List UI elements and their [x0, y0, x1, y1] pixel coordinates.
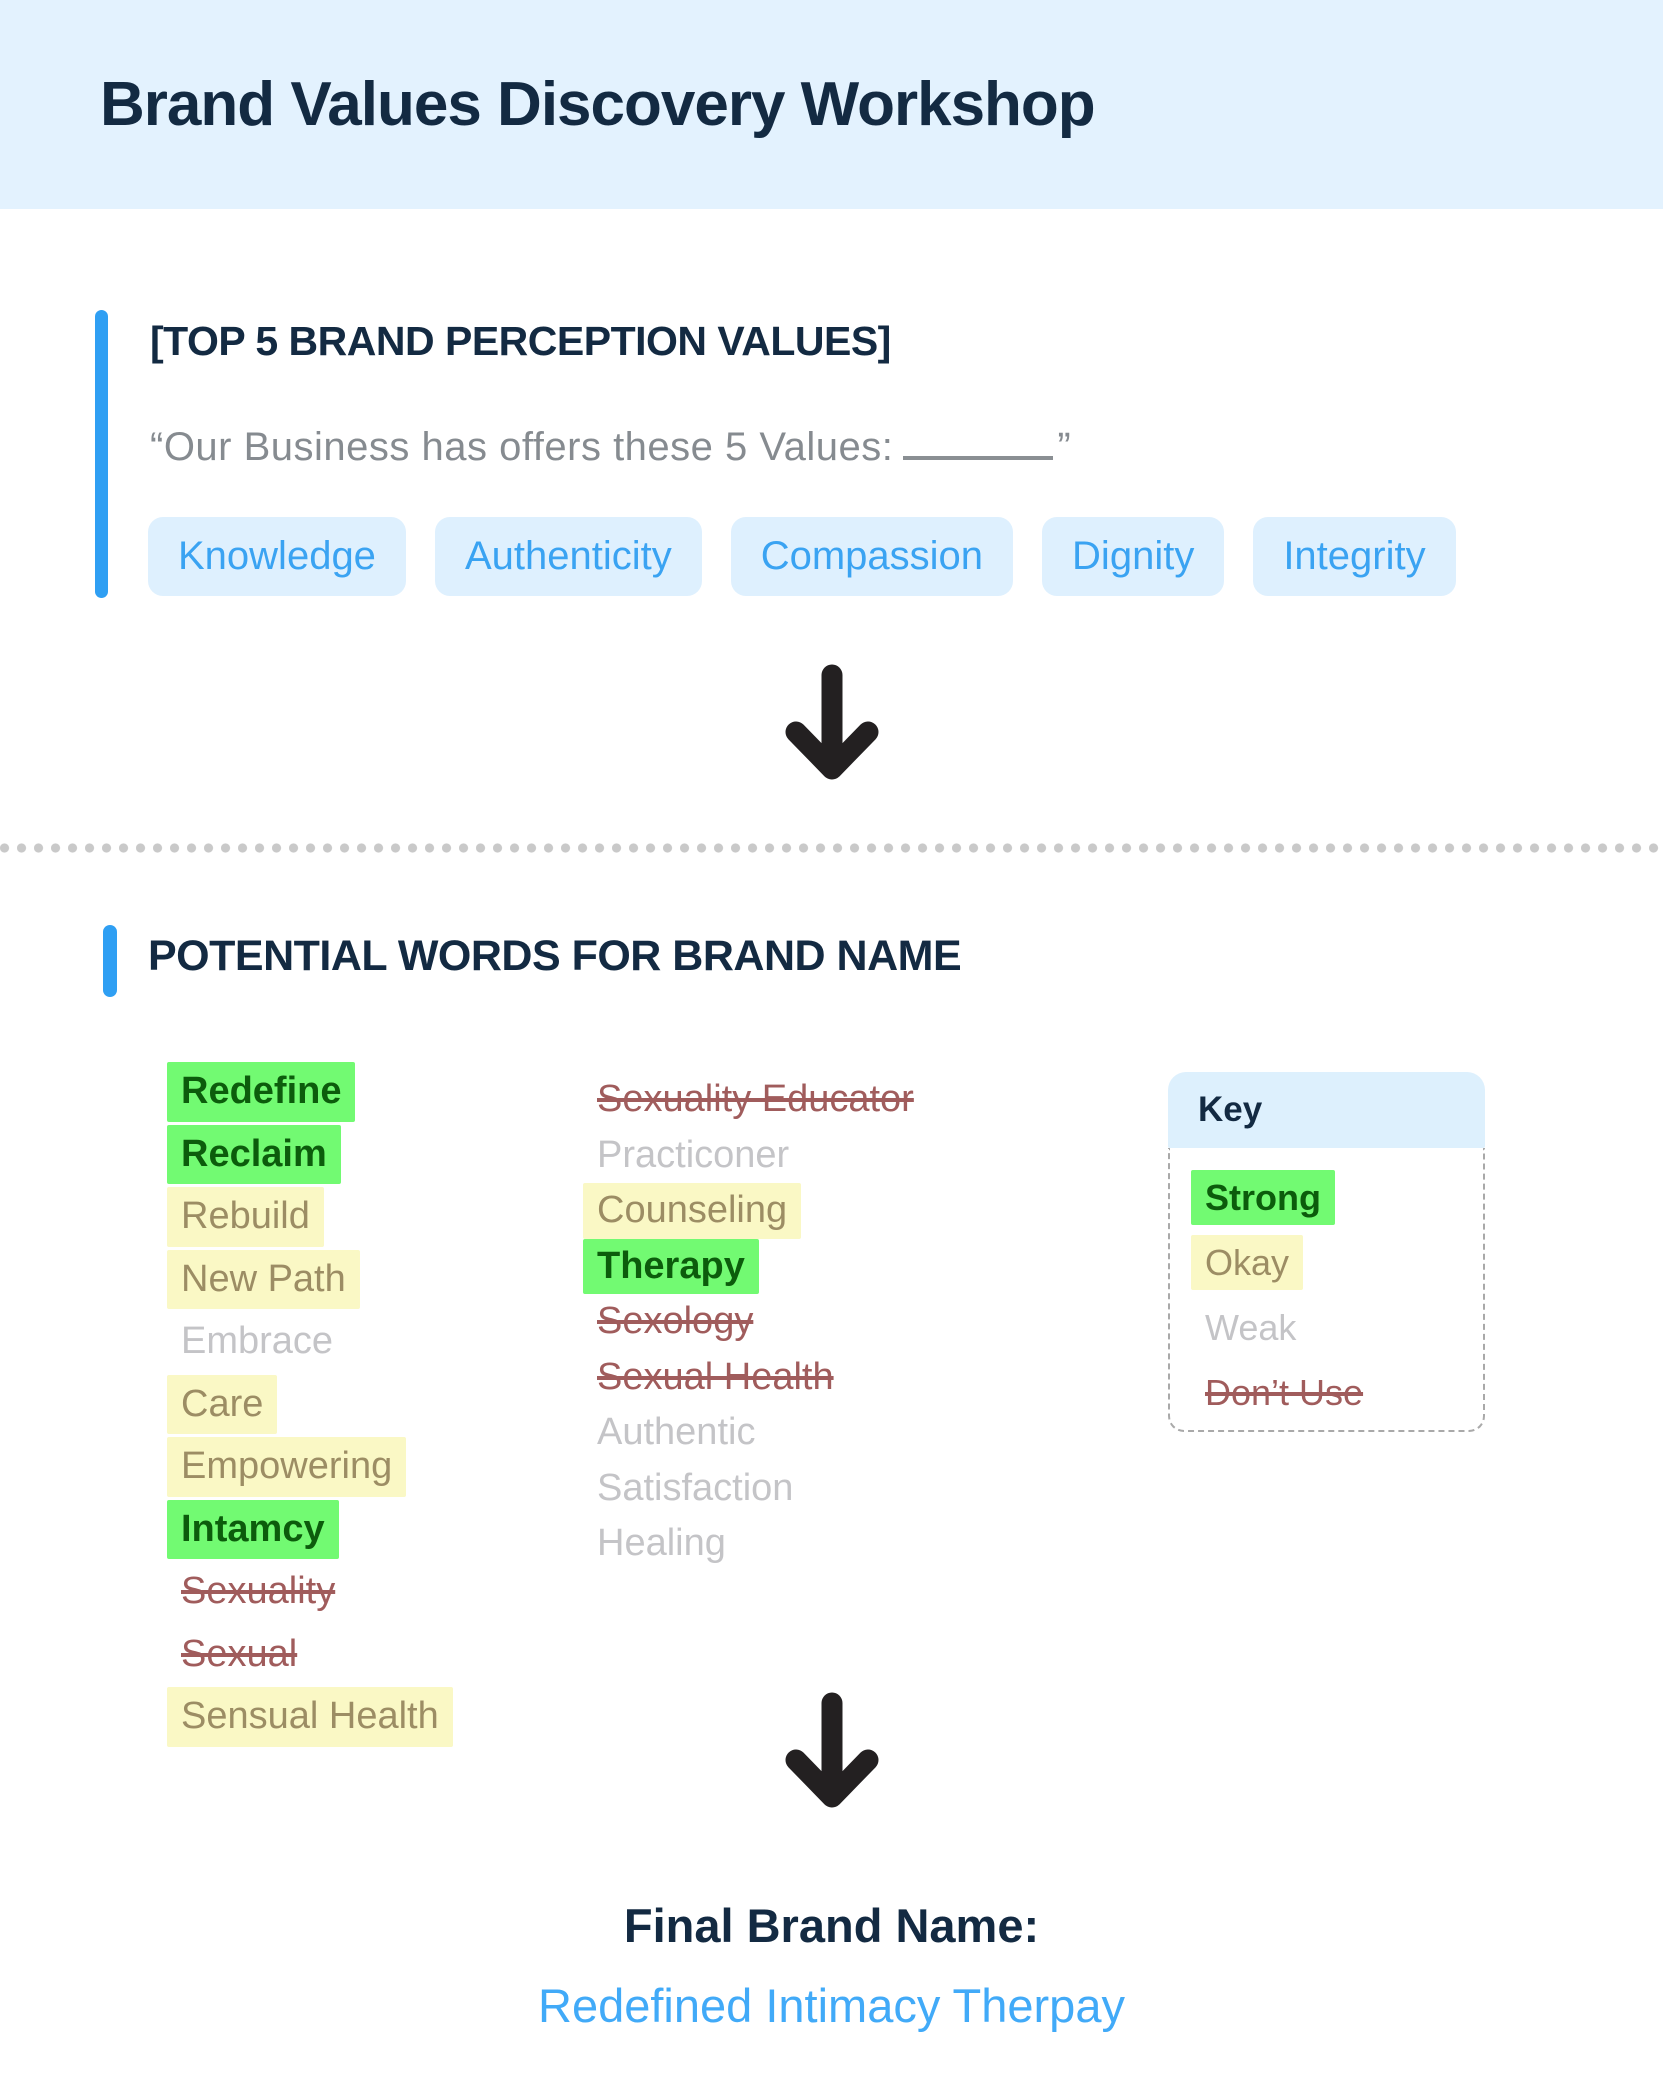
down-arrow-icon [785, 1692, 878, 1808]
words-column-1: Redefine Reclaim Rebuild New Path Embrace Car… [167, 1062, 453, 1747]
word-item: Sexual [181, 1632, 298, 1675]
word-item: Sexuality Educator [597, 1078, 914, 1120]
values-pill-list: Knowledge Authenticity Compassion Dignity In… [148, 517, 1456, 596]
value-pill: Integrity [1253, 517, 1456, 596]
word-item: Empowering [167, 1437, 407, 1497]
flow-arrow-bottom [0, 1692, 1663, 1814]
words-column-2: Sexuality Educator Practiconer Counseling T… [583, 1072, 928, 1572]
quote-suffix: ” [1057, 425, 1072, 469]
dotted-divider [0, 843, 1663, 853]
word-item: Satisfaction [597, 1466, 794, 1509]
final-brand-name-label: Final Brand Name: [623, 1899, 1040, 1952]
word-item: Therapy [583, 1238, 759, 1294]
values-quote: “Our Business has offers these 5 Values:… [150, 424, 1071, 470]
word-item: New Path [167, 1249, 360, 1309]
word-item: Practiconer [597, 1133, 790, 1176]
word-item: Sexology [597, 1300, 754, 1342]
key-header: Key [1168, 1072, 1485, 1148]
final-brand-name-value: Redefined Intimacy Therpay [538, 1979, 1125, 2032]
down-arrow-icon [785, 664, 878, 780]
word-item: Reclaim [167, 1124, 341, 1184]
word-item: Sensual Health [167, 1687, 453, 1747]
value-pill: Dignity [1042, 517, 1225, 596]
page-title: Brand Values Discovery Workshop [100, 70, 1096, 139]
key-item: Weak [1205, 1307, 1297, 1348]
section-accent-bar-2 [103, 925, 117, 997]
header-band: Brand Values Discovery Workshop [0, 0, 1663, 209]
word-item: Counseling [583, 1183, 802, 1239]
section-accent-bar [95, 310, 108, 598]
words-section-heading: POTENTIAL WORDS FOR BRAND NAME [148, 932, 962, 980]
key-item: Okay [1191, 1235, 1304, 1290]
key-item: Don’t Use [1205, 1372, 1364, 1413]
word-item: Embrace [181, 1320, 334, 1362]
values-section-heading: [TOP 5 BRAND PERCEPTION VALUES] [150, 318, 891, 364]
word-item: Authentic [597, 1411, 756, 1453]
word-item: Rebuild [167, 1187, 324, 1247]
word-item: Redefine [167, 1062, 356, 1122]
value-pill: Authenticity [434, 517, 702, 596]
word-item: Intamcy [167, 1499, 339, 1559]
word-item: Care [167, 1374, 278, 1434]
word-item: Sexual Health [597, 1355, 834, 1398]
value-pill: Compassion [730, 517, 1014, 596]
key-item: Strong [1191, 1170, 1335, 1225]
word-item: Healing [597, 1522, 726, 1564]
fill-in-blank-line [903, 424, 1054, 460]
word-item: Sexuality [181, 1570, 336, 1612]
key-box: Key Strong Okay Weak Don’t Use [1168, 1072, 1485, 1432]
flow-arrow-top [0, 664, 1663, 786]
key-title: Key [1198, 1090, 1263, 1129]
value-pill: Knowledge [148, 517, 406, 596]
quote-prefix: “Our Business has offers these 5 Values: [150, 425, 894, 469]
key-body: Strong Okay Weak Don’t Use [1168, 1148, 1485, 1432]
